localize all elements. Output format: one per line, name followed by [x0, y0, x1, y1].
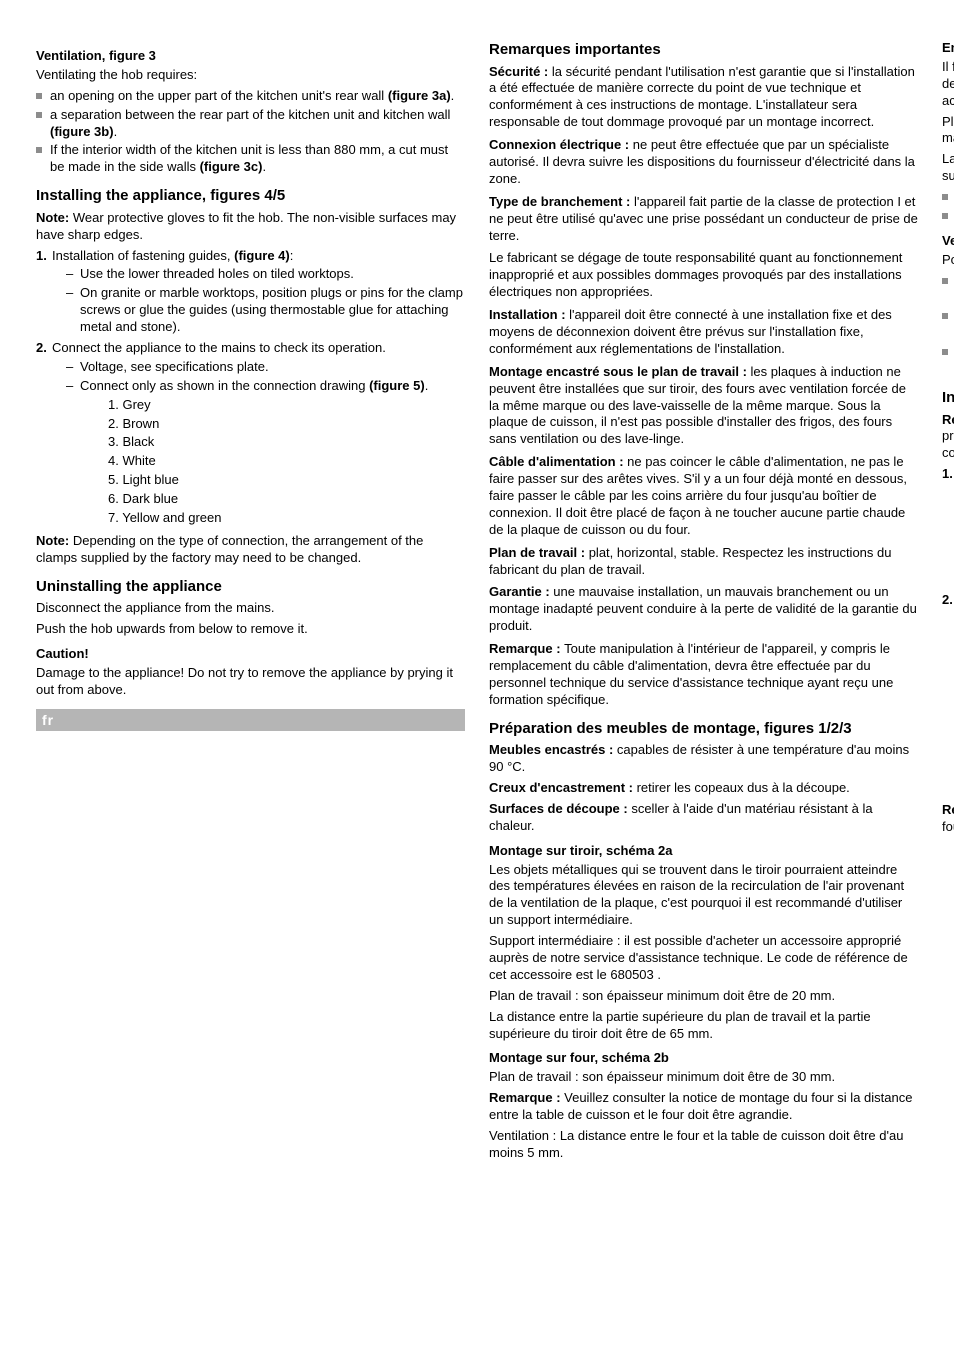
para: Ventilation : La distance entre le four …: [489, 1128, 918, 1162]
para: La distance entre la partie supérieure d…: [942, 151, 954, 185]
list-item: On granite or marble worktops, position …: [66, 285, 465, 336]
para: Installation : l'appareil doit être conn…: [489, 307, 918, 358]
list-item: 60 mm en cas d'installation sur un lave-…: [942, 189, 954, 206]
language-bar-fr: fr: [36, 709, 465, 731]
heading-installing-en: Installing the appliance, figures 4/5: [36, 186, 465, 206]
list-item: a separation between the rear part of th…: [36, 107, 465, 141]
para: Meubles encastrés : capables de résister…: [489, 742, 918, 776]
para: Disconnect the appliance from the mains.: [36, 600, 465, 617]
para: Plan de travail : son épaisseur doit êtr…: [942, 114, 954, 148]
list-item: Voltage, see specifications plate.: [66, 359, 465, 376]
para: Le fabricant se dégage de toute responsa…: [489, 250, 918, 301]
list-item: 2.Brancher l'appareil au réseau électriq…: [942, 592, 954, 796]
heading-uninstalling-en: Uninstalling the appliance: [36, 577, 465, 597]
list-item: If the interior width of the kitchen uni…: [36, 142, 465, 176]
list-item: 1.Installation of fastening guides, (fig…: [36, 248, 465, 336]
para: Remarque : Pour l'encastrement de l'appa…: [942, 412, 954, 463]
heading-ventilation-en: Ventilation, figure 3: [36, 48, 465, 65]
list-item: 3. Black: [108, 434, 465, 451]
list-install-steps-en: 1.Installation of fastening guides, (fig…: [36, 248, 465, 527]
para: Montage encastré sous le plan de travail…: [489, 364, 918, 448]
para: Surfaces de découpe : sceller à l'aide d…: [489, 801, 918, 835]
note: Note: Depending on the type of connectio…: [36, 533, 465, 567]
list-lv-distances: 60 mm en cas d'installation sur un lave-…: [942, 189, 954, 225]
heading-montage-four: Montage sur four, schéma 2b: [489, 1050, 918, 1067]
para: Les objets métalliques qui se trouvent d…: [489, 862, 918, 930]
list-item: Use the lower threaded holes on tiled wo…: [66, 266, 465, 283]
para: Pour prendre en compte la ventilation de…: [942, 252, 954, 269]
heading-ventilation-fr: Ventilation, figure 3: [942, 233, 954, 250]
list-item: 65 mm en cas d'installation sur un lave-…: [942, 208, 954, 225]
para: Plan de travail : plat, horizontal, stab…: [489, 545, 918, 579]
list-install-steps-fr: 1.Installer les guides de fixation, (fig…: [942, 466, 954, 796]
para: Plan de travail : son épaisseur minimum …: [489, 988, 918, 1005]
para: Remarque : Toute manipulation à l'intéri…: [489, 641, 918, 709]
para: Plan de travail : son épaisseur minimum …: [489, 1069, 918, 1086]
heading-preparation-meubles: Préparation des meubles de montage, figu…: [489, 719, 918, 739]
para: Push the hob upwards from below to remov…: [36, 621, 465, 638]
list-item: Connect only as shown in the connection …: [66, 378, 465, 527]
para: Sécurité : la sécurité pendant l'utilisa…: [489, 64, 918, 132]
para: Garantie : une mauvaise installation, un…: [489, 584, 918, 635]
list-item: 1.Installer les guides de fixation, (fig…: [942, 466, 954, 588]
list-item: 2.Connect the appliance to the mains to …: [36, 340, 465, 527]
heading-lave-vaisselle: Encastrement au-dessus d'un lave-vaissel…: [942, 40, 954, 57]
list-item: 4. White: [108, 453, 465, 470]
heading-montage-tiroir: Montage sur tiroir, schéma 2a: [489, 843, 918, 860]
para: Damage to the appliance! Do not try to r…: [36, 665, 465, 699]
para: Remarque : Veuillez consulter la notice …: [489, 1090, 918, 1124]
list-item: 1. Grey: [108, 397, 465, 414]
list-item: 2. Brown: [108, 416, 465, 433]
para: Remarque : Selon le type de raccordement…: [942, 802, 954, 836]
list-item: 5. Light blue: [108, 472, 465, 489]
list-item: si la largeur intérieure du meuble est i…: [942, 344, 954, 378]
para: Câble d'alimentation : ne pas coincer le…: [489, 454, 918, 538]
caution-heading: Caution!: [36, 646, 465, 663]
para: Ventilating the hob requires:: [36, 67, 465, 84]
para: Type de branchement : l'appareil fait pa…: [489, 194, 918, 245]
para: Support intermédiaire : il est possible …: [489, 933, 918, 984]
list-item: 6. Dark blue: [108, 491, 465, 508]
para: La distance entre la partie supérieure d…: [489, 1009, 918, 1043]
heading-installer-appareil: Installer l'appareil, figures 4/5: [942, 388, 954, 408]
list-item: une séparation entre la face arrière du …: [942, 308, 954, 342]
para: Creux d'encastrement : retirer les copea…: [489, 780, 918, 797]
list-item: an opening on the upper part of the kitc…: [36, 88, 465, 105]
list-item: 7. Yellow and green: [108, 510, 465, 527]
note: Note: Wear protective gloves to fit the …: [36, 210, 465, 244]
list-item: une ouverture dans la partie supérieure …: [942, 273, 954, 307]
para: Connexion électrique : ne peut être effe…: [489, 137, 918, 188]
para: Il faut installer un accessoire interméd…: [942, 59, 954, 110]
heading-remarques-importantes: Remarques importantes: [489, 40, 918, 60]
list-ventilation-fr: une ouverture dans la partie supérieure …: [942, 273, 954, 378]
list-ventilation-en: an opening on the upper part of the kitc…: [36, 88, 465, 176]
